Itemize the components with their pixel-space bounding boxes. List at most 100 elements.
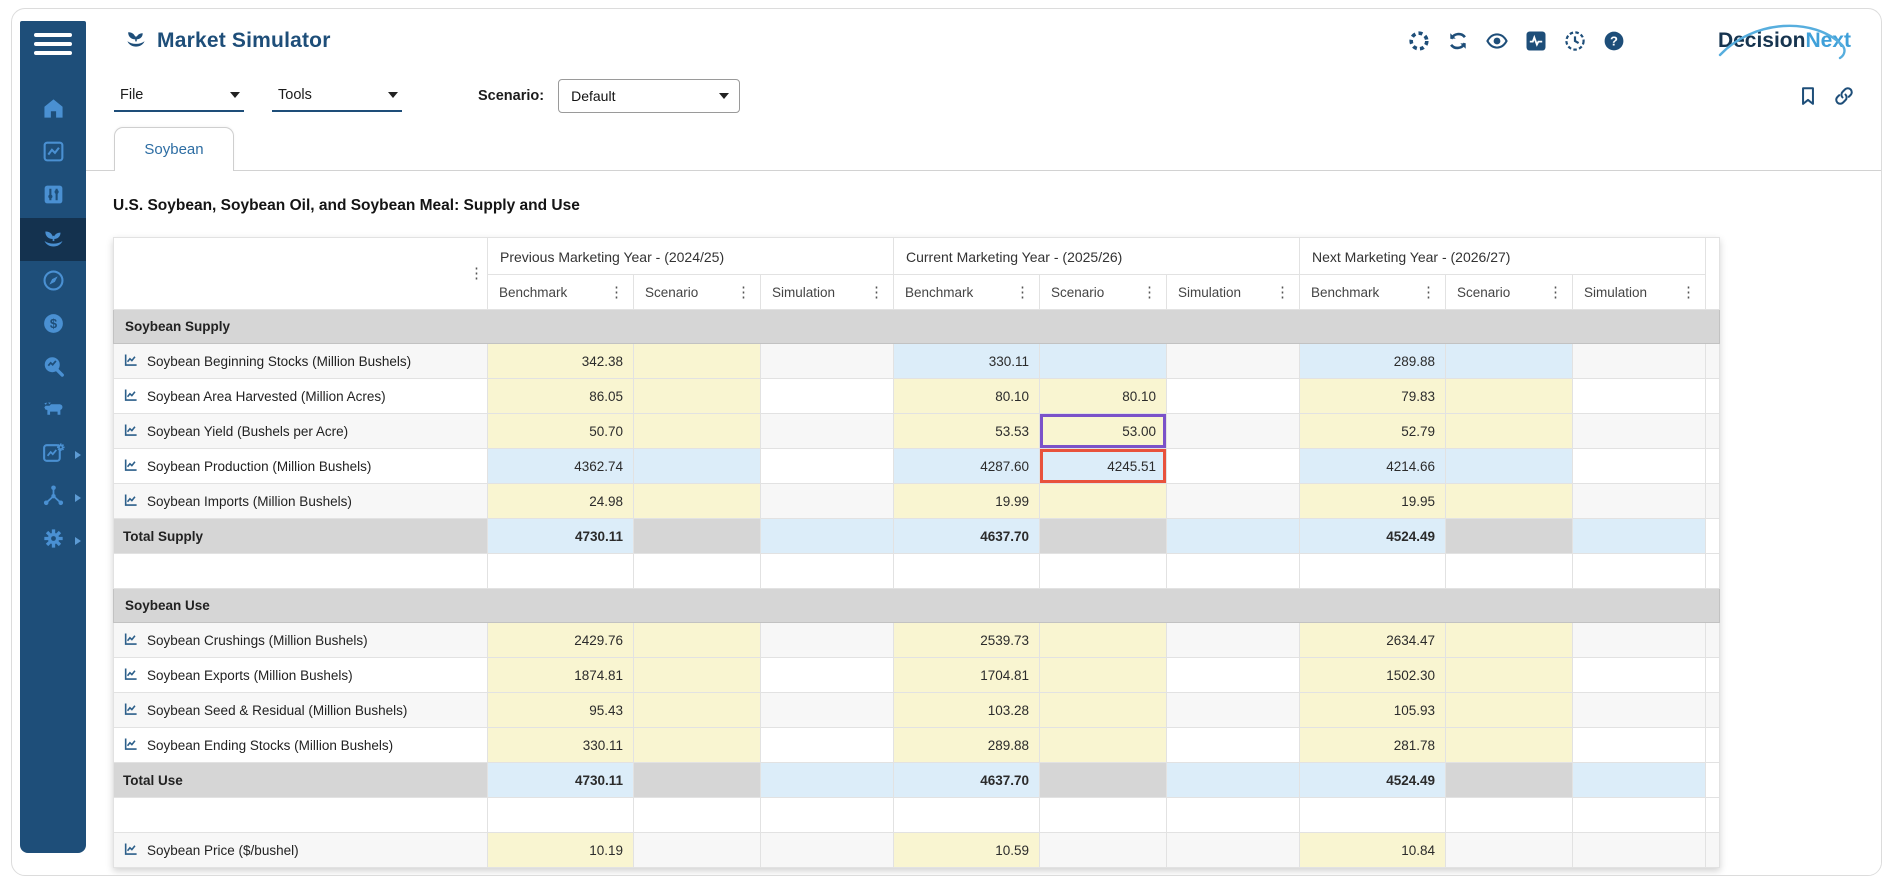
- value-cell-benchmark[interactable]: 281.78: [1300, 728, 1446, 763]
- refresh-icon[interactable]: [1446, 29, 1470, 53]
- value-cell-benchmark[interactable]: 50.70: [488, 414, 634, 449]
- value-cell-scenario[interactable]: [634, 623, 761, 658]
- column-menu-icon[interactable]: ⋮: [606, 285, 627, 300]
- tab-soybean[interactable]: Soybean: [114, 127, 234, 171]
- value-cell-simulation[interactable]: [1573, 728, 1706, 763]
- value-cell-simulation[interactable]: [761, 414, 894, 449]
- value-cell-benchmark[interactable]: 4637.70: [894, 519, 1040, 554]
- value-cell-benchmark[interactable]: 2634.47: [1300, 623, 1446, 658]
- value-cell-benchmark[interactable]: 342.38: [488, 344, 634, 379]
- value-cell-benchmark[interactable]: 10.59: [894, 833, 1040, 868]
- value-cell-benchmark[interactable]: 105.93: [1300, 693, 1446, 728]
- value-cell-simulation[interactable]: [1167, 623, 1300, 658]
- value-cell-scenario[interactable]: [1446, 414, 1573, 449]
- value-cell-benchmark[interactable]: 2429.76: [488, 623, 634, 658]
- value-cell-benchmark[interactable]: 2539.73: [894, 623, 1040, 658]
- value-cell-scenario[interactable]: [1446, 658, 1573, 693]
- sidebar-item-settings[interactable]: [20, 519, 86, 562]
- value-cell-simulation[interactable]: [1167, 693, 1300, 728]
- value-cell-scenario[interactable]: [1446, 833, 1573, 868]
- column-menu-icon[interactable]: ⋮: [466, 266, 487, 281]
- value-cell-scenario[interactable]: [634, 763, 761, 798]
- value-cell-benchmark[interactable]: 80.10: [894, 379, 1040, 414]
- value-cell-benchmark[interactable]: 19.95: [1300, 484, 1446, 519]
- value-cell-scenario[interactable]: [1040, 484, 1167, 519]
- share-link-icon[interactable]: [1833, 85, 1855, 107]
- loader-icon[interactable]: [1407, 29, 1431, 53]
- value-cell-simulation[interactable]: [761, 484, 894, 519]
- history-icon[interactable]: [1563, 29, 1587, 53]
- chart-line-icon[interactable]: [123, 352, 139, 371]
- value-cell-simulation[interactable]: [761, 344, 894, 379]
- value-cell-scenario[interactable]: [634, 833, 761, 868]
- value-cell-simulation[interactable]: [1167, 414, 1300, 449]
- value-cell-scenario[interactable]: 53.00: [1040, 414, 1167, 449]
- value-cell-benchmark[interactable]: 330.11: [894, 344, 1040, 379]
- value-cell-benchmark[interactable]: 1874.81: [488, 658, 634, 693]
- bookmark-icon[interactable]: [1797, 85, 1819, 107]
- value-cell-scenario[interactable]: [634, 449, 761, 484]
- value-cell-simulation[interactable]: [1573, 449, 1706, 484]
- value-cell-simulation[interactable]: [1573, 414, 1706, 449]
- chart-line-icon[interactable]: [123, 841, 139, 860]
- value-cell-scenario[interactable]: [1040, 658, 1167, 693]
- value-cell-simulation[interactable]: [1573, 379, 1706, 414]
- value-cell-simulation[interactable]: [1573, 519, 1706, 554]
- sidebar-item-search-analytics[interactable]: [20, 347, 86, 390]
- value-cell-simulation[interactable]: [761, 728, 894, 763]
- value-cell-simulation[interactable]: [1573, 833, 1706, 868]
- value-cell-scenario[interactable]: [1446, 728, 1573, 763]
- value-cell-scenario[interactable]: [634, 344, 761, 379]
- value-cell-simulation[interactable]: [1167, 658, 1300, 693]
- sidebar-item-sliders[interactable]: [20, 175, 86, 218]
- value-cell-scenario[interactable]: [1040, 693, 1167, 728]
- sidebar-item-network[interactable]: [20, 476, 86, 519]
- value-cell-simulation[interactable]: [1167, 728, 1300, 763]
- value-cell-benchmark[interactable]: 4730.11: [488, 763, 634, 798]
- value-cell-benchmark[interactable]: 53.53: [894, 414, 1040, 449]
- value-cell-scenario[interactable]: [634, 693, 761, 728]
- value-cell-scenario[interactable]: [1040, 833, 1167, 868]
- value-cell-benchmark[interactable]: 95.43: [488, 693, 634, 728]
- value-cell-simulation[interactable]: [1573, 344, 1706, 379]
- value-cell-benchmark[interactable]: 4214.66: [1300, 449, 1446, 484]
- value-cell-scenario[interactable]: [634, 379, 761, 414]
- tools-menu[interactable]: Tools: [272, 81, 402, 112]
- sidebar-item-chart[interactable]: [20, 132, 86, 175]
- value-cell-benchmark[interactable]: 4287.60: [894, 449, 1040, 484]
- value-cell-simulation[interactable]: [1573, 484, 1706, 519]
- value-cell-simulation[interactable]: [1573, 623, 1706, 658]
- value-cell-simulation[interactable]: [761, 519, 894, 554]
- value-cell-benchmark[interactable]: 1704.81: [894, 658, 1040, 693]
- value-cell-scenario[interactable]: 80.10: [1040, 379, 1167, 414]
- value-cell-simulation[interactable]: [1167, 833, 1300, 868]
- value-cell-benchmark[interactable]: 4524.49: [1300, 519, 1446, 554]
- value-cell-scenario[interactable]: [1040, 344, 1167, 379]
- activity-icon[interactable]: [1524, 29, 1548, 53]
- value-cell-scenario[interactable]: [1446, 449, 1573, 484]
- value-cell-scenario[interactable]: [634, 484, 761, 519]
- value-cell-scenario[interactable]: [1040, 763, 1167, 798]
- sidebar-item-home[interactable]: [20, 89, 86, 132]
- value-cell-scenario[interactable]: [1446, 763, 1573, 798]
- value-cell-benchmark[interactable]: 289.88: [894, 728, 1040, 763]
- value-cell-benchmark[interactable]: 4524.49: [1300, 763, 1446, 798]
- help-icon[interactable]: ?: [1602, 29, 1626, 53]
- value-cell-benchmark[interactable]: 4637.70: [894, 763, 1040, 798]
- value-cell-benchmark[interactable]: 24.98: [488, 484, 634, 519]
- column-menu-icon[interactable]: ⋮: [1272, 285, 1293, 300]
- value-cell-simulation[interactable]: [761, 833, 894, 868]
- value-cell-benchmark[interactable]: 1502.30: [1300, 658, 1446, 693]
- value-cell-benchmark[interactable]: 4362.74: [488, 449, 634, 484]
- hamburger-menu-icon[interactable]: [20, 21, 86, 67]
- sidebar-item-livestock[interactable]: [20, 390, 86, 433]
- sidebar-item-seedling[interactable]: [20, 218, 86, 261]
- value-cell-simulation[interactable]: [1167, 449, 1300, 484]
- value-cell-scenario[interactable]: [1040, 623, 1167, 658]
- chart-line-icon[interactable]: [123, 631, 139, 650]
- value-cell-scenario[interactable]: [634, 519, 761, 554]
- value-cell-scenario[interactable]: [1446, 519, 1573, 554]
- chart-line-icon[interactable]: [123, 666, 139, 685]
- chart-line-icon[interactable]: [123, 492, 139, 511]
- value-cell-scenario[interactable]: 4245.51: [1040, 449, 1167, 484]
